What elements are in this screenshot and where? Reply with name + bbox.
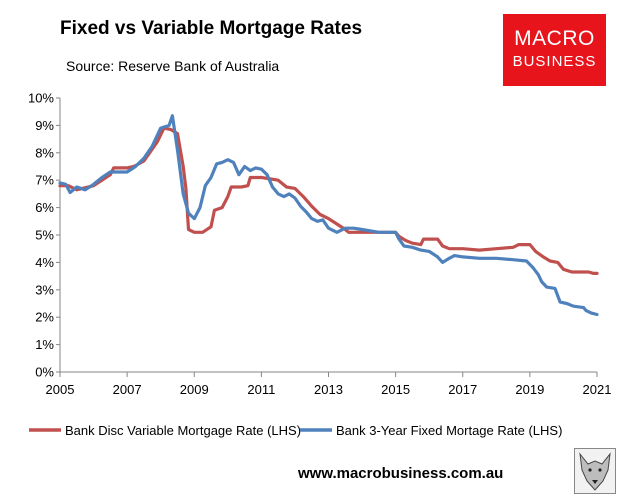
y-tick-label: 2% (35, 310, 54, 325)
y-tick-label: 0% (35, 365, 54, 380)
x-axis: 2005 2007 2009 2011 2013 2015 2017 2019 2021 (46, 371, 612, 397)
chart-title: Fixed vs Variable Mortgage Rates (60, 18, 363, 39)
logo-line-2: BUSINESS (512, 53, 597, 70)
y-tick-label: 10% (28, 91, 54, 106)
logo-line-1: MACRO (514, 27, 595, 50)
x-tick-label: 2007 (113, 382, 142, 397)
y-tick-label: 5% (35, 228, 54, 243)
x-tick-label: 2021 (583, 382, 612, 397)
y-tick-label: 3% (35, 282, 54, 297)
y-tick-label: 9% (35, 118, 54, 133)
website-url: www.macrobusiness.com.au (298, 465, 504, 482)
x-tick-label: 2019 (515, 382, 544, 397)
legend: Bank Disc Variable Mortgage Rate (LHS) Ba… (29, 423, 562, 438)
x-tick-label: 2009 (180, 382, 209, 397)
legend-label-fixed: Bank 3-Year Fixed Mortage Rate (LHS) (336, 423, 562, 438)
y-tick-label: 1% (35, 337, 54, 352)
series-group (58, 114, 599, 317)
x-tick-label: 2005 (46, 382, 75, 397)
legend-label-variable: Bank Disc Variable Mortgage Rate (LHS) (65, 423, 301, 438)
series-line-fixed (58, 114, 599, 317)
x-tick-label: 2011 (247, 382, 275, 397)
chart-source: Source: Reserve Bank of Australia (66, 58, 280, 74)
y-tick-label: 8% (35, 145, 54, 160)
macrobusiness-logo: MACRO BUSINESS (503, 14, 606, 86)
y-tick-label: 7% (35, 173, 54, 188)
y-tick-label: 6% (35, 200, 54, 215)
x-tick-label: 2017 (448, 382, 477, 397)
x-tick-label: 2015 (381, 382, 410, 397)
wolf-emblem-icon (574, 448, 616, 494)
y-axis: 0% 1% 2% 3% 4% 5% 6% 7% 8% 9% 10% (28, 91, 61, 380)
series-line-variable (58, 126, 599, 275)
x-tick-label: 2013 (314, 382, 343, 397)
y-tick-label: 4% (35, 255, 54, 270)
